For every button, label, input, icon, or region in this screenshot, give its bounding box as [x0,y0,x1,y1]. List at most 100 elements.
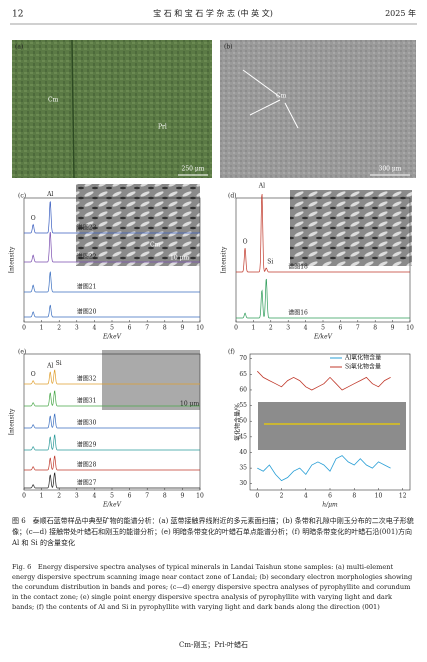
panel-label: (f) [228,349,235,356]
x-tick-label: 6 [128,325,132,332]
x-tick-label: 1 [40,325,44,332]
spectrum [24,232,200,263]
x-tick-label: 6 [328,493,332,500]
x-tick-label: 10 [406,325,414,332]
spectrum-label: 谱图30 [77,419,97,427]
x-tick-label: 9 [391,325,395,332]
y-tick-label: 70 [239,355,247,362]
spectrum [236,278,410,319]
x-axis-label: E/keV [313,334,333,341]
x-tick-label: 7 [356,325,360,332]
spectrum-label: 谱图31 [77,397,97,405]
x-tick-label: 0 [22,325,26,332]
phase-label: Cm [150,242,161,249]
x-tick-label: 6 [128,493,132,500]
x-tick-label: 2 [280,493,284,500]
x-tick-label: 6 [338,325,342,332]
spectrum [24,304,200,318]
scale-text: 300 μm [379,166,402,173]
x-tick-label: 5 [110,493,114,500]
x-tick-label: 3 [75,493,79,500]
inset-e [102,350,200,410]
x-tick-label: 4 [304,325,308,332]
x-tick-label: 9 [180,325,184,332]
x-tick-label: 7 [145,493,149,500]
x-tick-label: 2 [269,325,273,332]
x-tick-label: 2 [57,325,61,332]
x-tick-label: 0 [255,493,259,500]
y-tick-label: 30 [239,480,247,487]
spectrum [24,271,200,293]
element-label: O [31,371,36,378]
spectrum-label: 谱图28 [77,461,97,469]
x-tick-label: 7 [145,325,149,332]
legend-label: Al氧化物含量 [344,354,381,362]
year: 2025 年 [385,8,416,18]
caption-en: Fig. 6 Energy dispersive spectra analyse… [12,563,413,611]
x-tick-label: 10 [196,493,204,500]
x-axis-label: E/keV [102,502,122,509]
spectrum [24,434,200,451]
y-tick-label: 50 [239,418,247,425]
x-tick-label: 5 [110,325,114,332]
scale-text: 10 μm [180,401,199,408]
x-tick-label: 8 [163,493,167,500]
spectrum [24,201,200,234]
x-tick-label: 5 [321,325,325,332]
x-tick-label: 3 [75,325,79,332]
y-tick-label: 35 [239,465,247,472]
y-axis-label: Intensity [9,408,16,435]
x-tick-label: 8 [373,325,377,332]
element-label: Al [46,191,53,198]
spectrum [24,369,200,385]
panel-label: (a) [15,44,23,51]
line-series [257,455,391,482]
x-tick-label: 0 [234,325,238,332]
x-tick-label: 0 [22,493,26,500]
x-tick-label: 4 [304,493,308,500]
spectrum-label: 谱图23 [77,224,97,232]
image-a [12,40,212,178]
y-tick-label: 60 [239,386,247,393]
element-label: O [243,239,248,246]
x-tick-label: 8 [163,325,167,332]
panel-label: (b) [224,44,233,51]
journal: 宝 石 和 宝 石 学 杂 志 (中 英 文) [153,8,273,18]
spectrum-label: 谱图18 [288,263,308,271]
panel-label: (c) [18,193,26,200]
spectrum [236,193,410,273]
x-tick-label: 4 [92,493,96,500]
panel-label: (d) [228,193,237,200]
scale-text: 10 μm [170,255,189,262]
contact-line [71,39,75,179]
caption-zh: 图 6 泰顺石蓝带样品中典型矿物的能谱分析：(a) 蓝带接触界线附近的多元素面扫… [12,517,414,547]
phase-label: Cm [276,93,287,100]
element-label: Si [267,259,273,266]
spectrum-label: 谱图32 [77,375,97,383]
phase-label: Prl [158,124,167,131]
spectrum [24,413,200,429]
spectrum [24,390,200,407]
inset-d [290,190,412,266]
page-number: 12 [12,10,23,20]
x-axis-label: E/keV [102,334,122,341]
inset-f [258,402,406,450]
inset-c [76,184,200,266]
y-tick-label: 40 [239,449,247,456]
spectrum [24,455,200,471]
x-tick-label: 1 [251,325,255,332]
x-tick-label: 4 [92,325,96,332]
spectrum [24,472,200,489]
legend-label: Si氧化物含量 [345,363,381,371]
image-b [220,40,416,178]
line-series [257,370,391,391]
spectrum-label: 谱图27 [77,479,97,487]
x-tick-label: 12 [399,493,407,500]
element-label: Al [46,362,53,369]
arrows [242,69,299,129]
y-tick-label: 55 [239,402,247,409]
phase-label: Cm [48,97,59,104]
spectrum-label: 谱图20 [77,308,97,316]
